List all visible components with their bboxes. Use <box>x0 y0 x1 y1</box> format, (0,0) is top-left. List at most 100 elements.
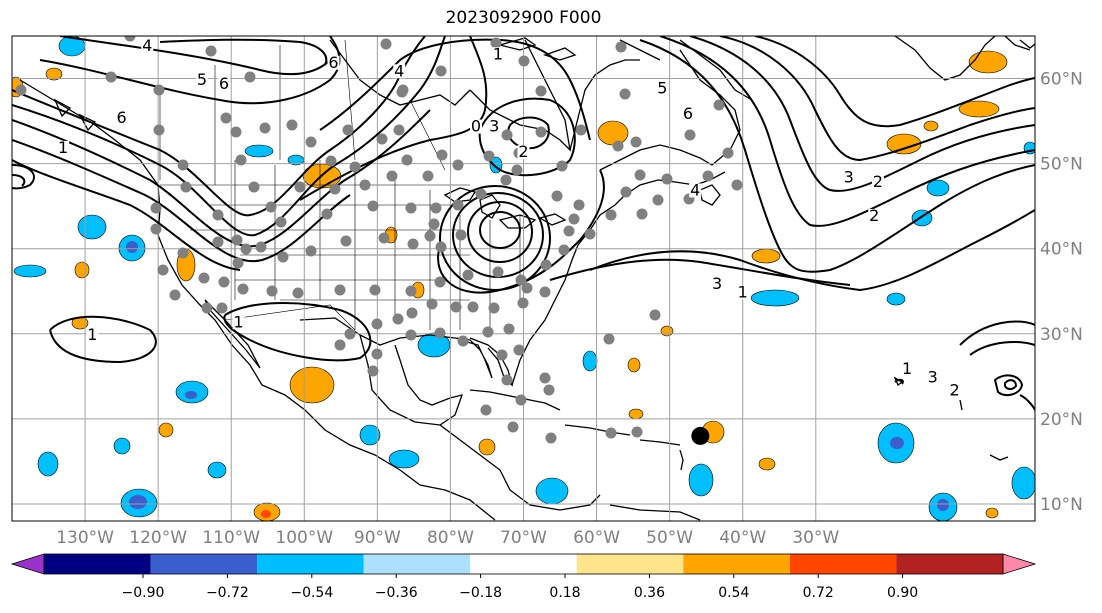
colorbar-tick-labels: −0.90 −0.72 −0.54 −0.36 −0.18 0.18 0.36 0.54 0.7… <box>122 574 918 601</box>
contour-value-label: 1 <box>902 359 912 378</box>
station-dot <box>535 85 547 97</box>
station-dot <box>275 216 287 228</box>
longitude-tick-label: 110°W <box>202 528 260 548</box>
contour-value-label: 3 <box>844 168 854 187</box>
station-dot <box>521 282 533 294</box>
station-dot <box>177 159 189 171</box>
contour-label-background <box>868 208 881 223</box>
station-dot <box>124 36 136 42</box>
station-dot <box>605 427 617 439</box>
contour-value-label: 2 <box>518 142 528 161</box>
station-dot <box>515 274 527 286</box>
contour-value-label: 4 <box>690 180 700 199</box>
station-dot <box>605 209 617 221</box>
contour-value-label: 6 <box>219 74 229 93</box>
longitude-tick-label: 60°W <box>573 528 620 548</box>
station-dot <box>545 432 557 444</box>
colorbar-outline <box>43 553 1004 575</box>
station-dot <box>480 404 492 416</box>
negative-anomaly <box>126 241 138 253</box>
contour-value-label: 1 <box>738 283 748 302</box>
latitude-tick-label: 40°N <box>1040 240 1083 260</box>
latitude-tick-label: 10°N <box>1040 495 1083 515</box>
positive-anomaly <box>261 510 271 518</box>
station-dot <box>483 150 495 162</box>
negative-anomaly <box>129 495 147 509</box>
positive-anomaly <box>758 457 776 471</box>
positive-anomaly <box>627 357 641 373</box>
station-dot <box>563 225 575 237</box>
map-title: 2023092900 F000 <box>445 8 602 28</box>
latitude-tick-label: 50°N <box>1040 155 1083 175</box>
station-dot <box>237 283 249 295</box>
station-dot <box>406 307 418 319</box>
contour-value-label: 6 <box>683 104 693 123</box>
station-dot <box>518 55 530 67</box>
negative-anomaly <box>535 477 569 505</box>
negative-anomaly <box>926 179 950 197</box>
negative-anomaly <box>77 214 107 240</box>
station-dot <box>205 45 217 57</box>
colorbar-segment <box>150 554 258 574</box>
negative-anomaly <box>890 437 904 449</box>
colorbar-tick-label: −0.54 <box>290 585 333 601</box>
station-dot <box>435 65 447 77</box>
longitude-labels: 130°W 120°W 110°W 100°W 90°W 80°W 70°W 60°W 50°W… <box>56 528 839 548</box>
contour-label-background <box>736 285 749 300</box>
contour-label-background <box>470 119 483 134</box>
positive-anomaly <box>45 67 63 81</box>
station-dot <box>731 179 743 191</box>
station-dot <box>235 154 247 166</box>
longitude-tick-label: 80°W <box>427 528 474 548</box>
station-dot <box>722 147 734 159</box>
station-dot <box>507 421 519 433</box>
station-dot <box>248 181 260 193</box>
station-dot <box>424 230 436 242</box>
station-dot <box>150 223 162 235</box>
station-dot <box>500 174 512 186</box>
contour-label-background <box>948 383 961 398</box>
station-dot <box>286 119 298 131</box>
colorbar-segment <box>896 554 1003 574</box>
contour-label-background <box>393 64 406 79</box>
station-dot <box>329 183 341 195</box>
contour-label-background <box>488 119 501 134</box>
station-dot <box>220 112 232 124</box>
station-dot <box>457 335 469 347</box>
colorbar-under-extension <box>10 553 45 575</box>
negative-anomaly <box>688 463 714 497</box>
positive-anomaly <box>478 438 496 456</box>
station-dot <box>407 238 419 250</box>
station-dot <box>702 170 714 182</box>
station-dot <box>218 276 230 288</box>
colorbar-tick-label: 0.18 <box>549 585 580 601</box>
station-dot <box>334 339 346 351</box>
station-dot <box>539 372 551 384</box>
contour-label-background <box>115 111 128 126</box>
positive-anomaly <box>968 50 1008 74</box>
longitude-tick-label: 120°W <box>129 528 187 548</box>
station-dot <box>325 155 337 167</box>
station-dot <box>488 302 500 314</box>
positive-anomaly <box>958 100 1000 118</box>
colorbar-segment <box>470 554 577 574</box>
contour-label-background <box>842 170 855 185</box>
contour-value-label: 0 <box>471 117 481 136</box>
station-dot <box>434 276 446 288</box>
negative-anomaly <box>359 424 381 446</box>
station-dot <box>380 38 392 50</box>
cyclone-position-marker <box>691 426 710 445</box>
contour-label-background <box>871 174 884 189</box>
positive-anomaly <box>74 261 90 279</box>
station-dot <box>216 302 228 314</box>
station-dot <box>396 86 408 98</box>
station-dot <box>496 349 508 361</box>
station-dot <box>634 169 646 181</box>
contour-value-label: 1 <box>233 312 243 331</box>
station-dot <box>378 232 390 244</box>
colorbar-tick-label: 0.36 <box>634 585 665 601</box>
colorbar-over-extension <box>1002 553 1037 575</box>
station-markers <box>15 36 743 444</box>
colorbar-segment <box>576 554 684 574</box>
